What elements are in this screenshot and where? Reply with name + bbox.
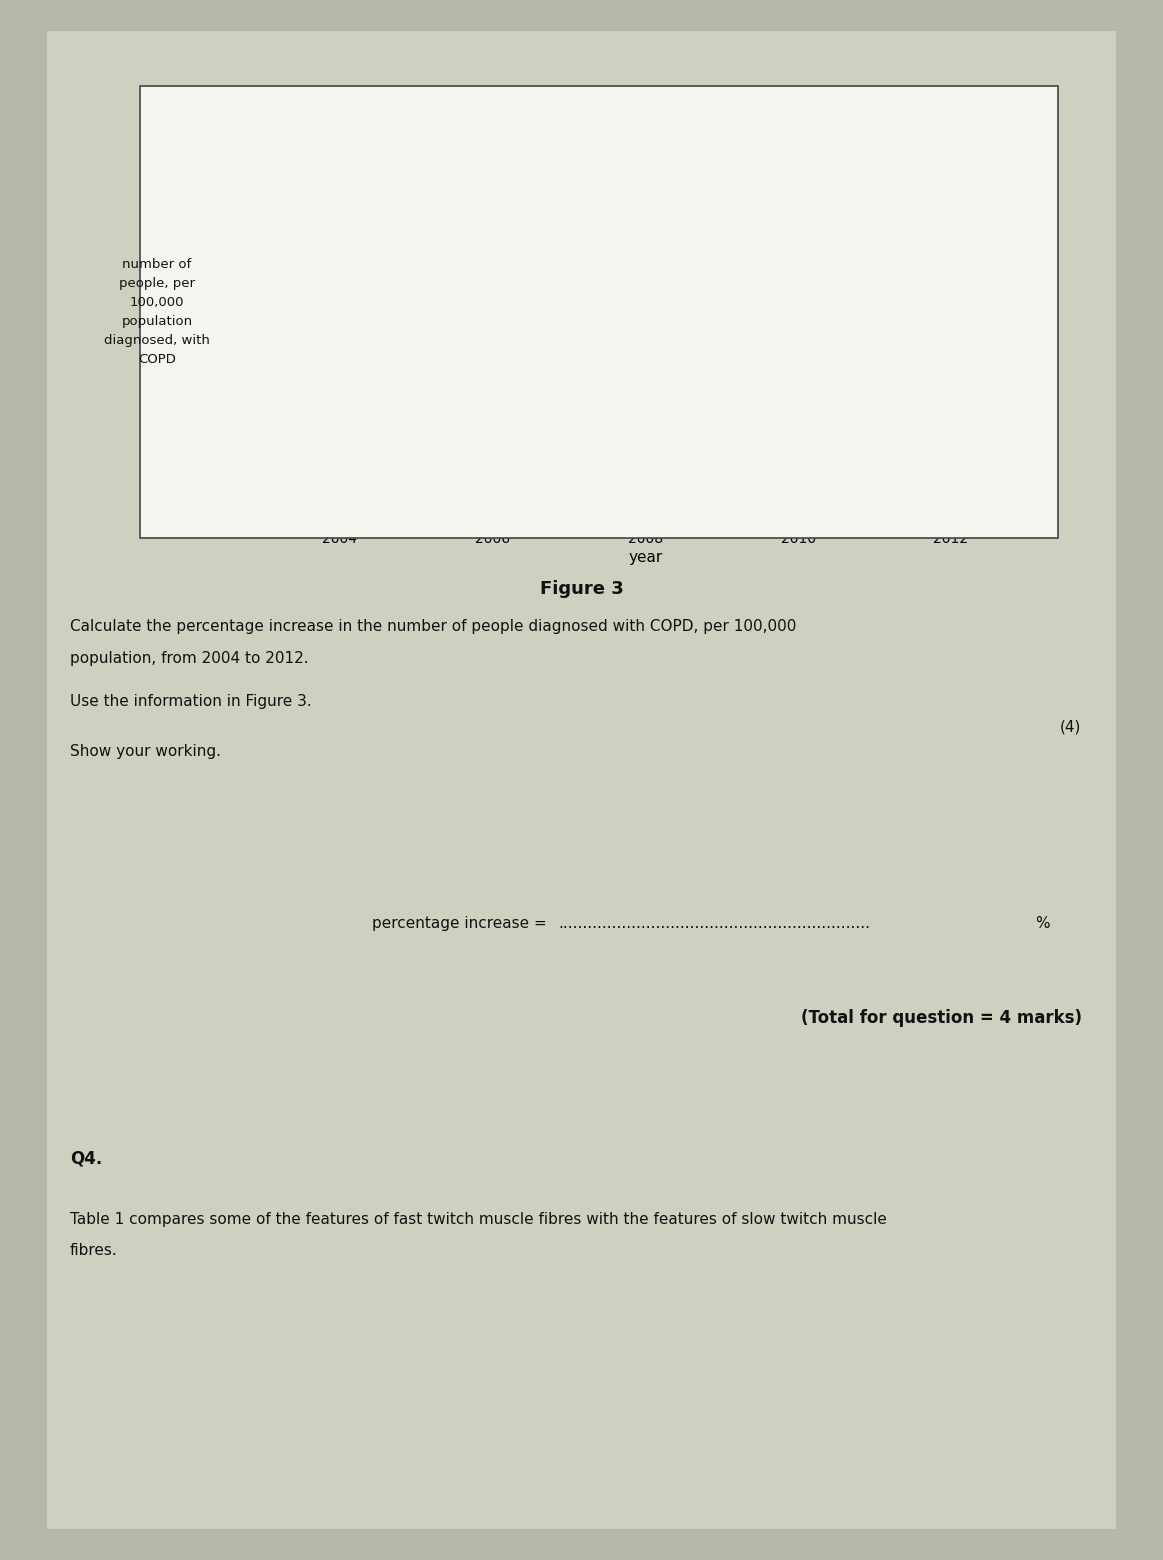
Text: %: %: [1035, 916, 1050, 931]
Text: Table 1 compares some of the features of fast twitch muscle fibres with the feat: Table 1 compares some of the features of…: [70, 1212, 886, 1228]
Bar: [756, 126, 841, 523]
Text: number of
people, per
100,000
population
diagnosed, with
COPD: number of people, per 100,000 population…: [104, 257, 211, 367]
X-axis label: year: year: [628, 549, 663, 565]
Text: (4): (4): [1061, 719, 1082, 735]
Bar: [604, 126, 687, 523]
Text: (Total for question = 4 marks): (Total for question = 4 marks): [800, 1009, 1082, 1028]
Text: Show your working.: Show your working.: [70, 744, 221, 760]
Text: population, from 2004 to 2012.: population, from 2004 to 2012.: [70, 651, 308, 666]
Text: Calculate the percentage increase in the number of people diagnosed with COPD, p: Calculate the percentage increase in the…: [70, 619, 797, 635]
Text: Use the information in Figure 3.: Use the information in Figure 3.: [70, 694, 312, 710]
Text: percentage increase =: percentage increase =: [372, 916, 551, 931]
Bar: [298, 214, 381, 523]
Text: fibres.: fibres.: [70, 1243, 117, 1259]
Text: Q4.: Q4.: [70, 1150, 102, 1168]
Text: Figure 3: Figure 3: [540, 580, 623, 599]
Bar: [451, 173, 535, 523]
Bar: [909, 101, 993, 523]
Text: ................................................................: ........................................…: [558, 916, 870, 931]
